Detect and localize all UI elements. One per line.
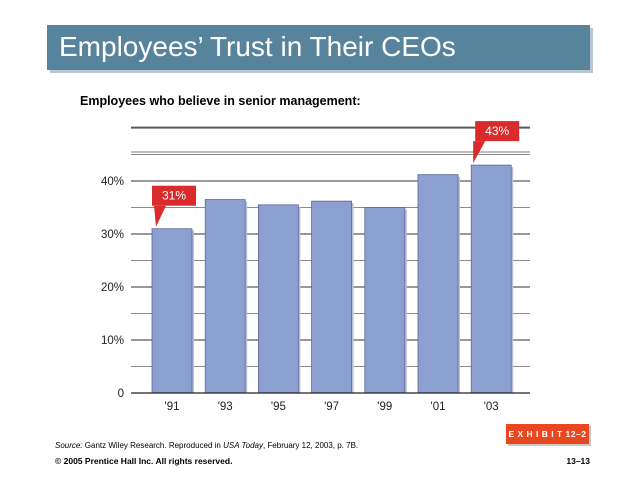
page-number: 13–13 <box>566 456 590 466</box>
bar <box>204 199 246 394</box>
bar <box>417 174 459 394</box>
title-bar: Employees’ Trust in Their CEOs <box>47 25 590 70</box>
bar <box>151 228 193 394</box>
chart-subtitle: Employees who believe in senior manageme… <box>80 94 361 108</box>
y-tick-label: 10% <box>101 335 124 347</box>
callout-box <box>475 121 520 142</box>
bar <box>364 207 406 394</box>
x-tick-label: '99 <box>377 401 392 413</box>
callout-label: 31% <box>162 189 186 203</box>
y-tick-label: 0 <box>118 388 124 400</box>
callout-pointer <box>473 141 486 164</box>
y-tick-label: 30% <box>101 229 124 241</box>
x-tick-label: '91 <box>165 401 180 413</box>
bar <box>470 164 512 394</box>
x-tick-label: '03 <box>484 401 499 413</box>
callout-pointer <box>154 205 166 227</box>
callout-box <box>152 185 196 206</box>
y-tick-label: 40% <box>101 176 124 188</box>
callout-label: 43% <box>485 124 509 138</box>
bar <box>257 204 299 394</box>
exhibit-label: E X H I B I T 12–2 <box>508 429 587 439</box>
x-tick-label: '95 <box>271 401 286 413</box>
slide-title: Employees’ Trust in Their CEOs <box>59 31 456 62</box>
y-tick-label: 20% <box>101 282 124 294</box>
x-tick-label: '01 <box>431 401 446 413</box>
source-text: Gantz Wiley Research. Reproduced in <box>82 441 224 450</box>
source-note: Source: Gantz Wiley Research. Reproduced… <box>55 441 358 450</box>
x-tick-label: '97 <box>324 401 339 413</box>
copyright: © 2005 Prentice Hall Inc. All rights res… <box>55 456 233 466</box>
source-date: , February 12, 2003, p. 7B. <box>262 441 359 450</box>
source-label: Source: <box>55 441 83 450</box>
bar <box>311 200 353 394</box>
x-tick-label: '93 <box>218 401 233 413</box>
source-publication: USA Today <box>223 441 263 450</box>
exhibit-badge: E X H I B I T 12–2 <box>506 424 589 444</box>
